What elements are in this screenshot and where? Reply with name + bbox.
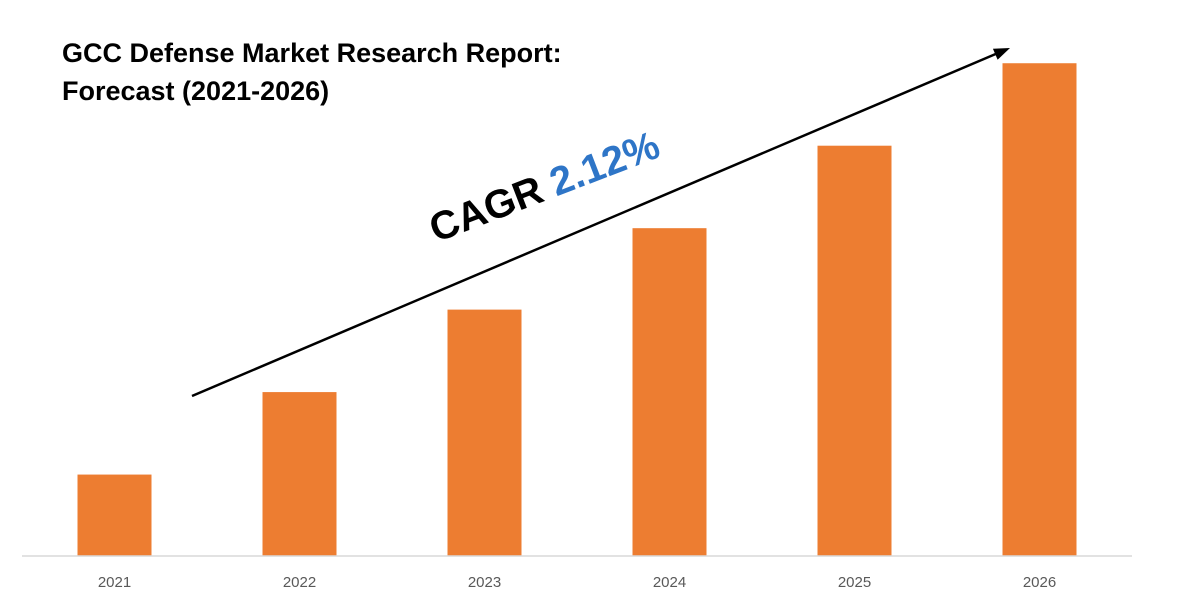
x-tick-label-2025: 2025	[838, 574, 871, 591]
chart-title-line-1: GCC Defense Market Research Report:	[62, 38, 562, 68]
bar-2023	[447, 309, 522, 556]
x-tick-label-2024: 2024	[653, 574, 686, 591]
arrow-head-icon	[992, 48, 1010, 60]
bar-2024	[632, 228, 707, 556]
bar-2021	[77, 474, 152, 556]
bar-2022	[262, 392, 337, 556]
x-tick-label-2026: 2026	[1023, 574, 1056, 591]
bar-series	[77, 63, 1077, 557]
x-tick-label-2022: 2022	[283, 574, 316, 591]
x-tick-label-2021: 2021	[98, 574, 131, 591]
bar-2026	[1002, 63, 1077, 557]
x-axis-tick-labels: 2021 2022 2023 2024 2025 2026	[98, 574, 1056, 591]
bar-2025	[817, 145, 892, 556]
growth-trend-arrow	[191, 51, 999, 398]
chart-title: GCC Defense Market Research Report: Fore…	[62, 34, 682, 110]
chart-title-line-2: Forecast (2021-2026)	[62, 76, 330, 106]
x-tick-label-2023: 2023	[468, 574, 501, 591]
